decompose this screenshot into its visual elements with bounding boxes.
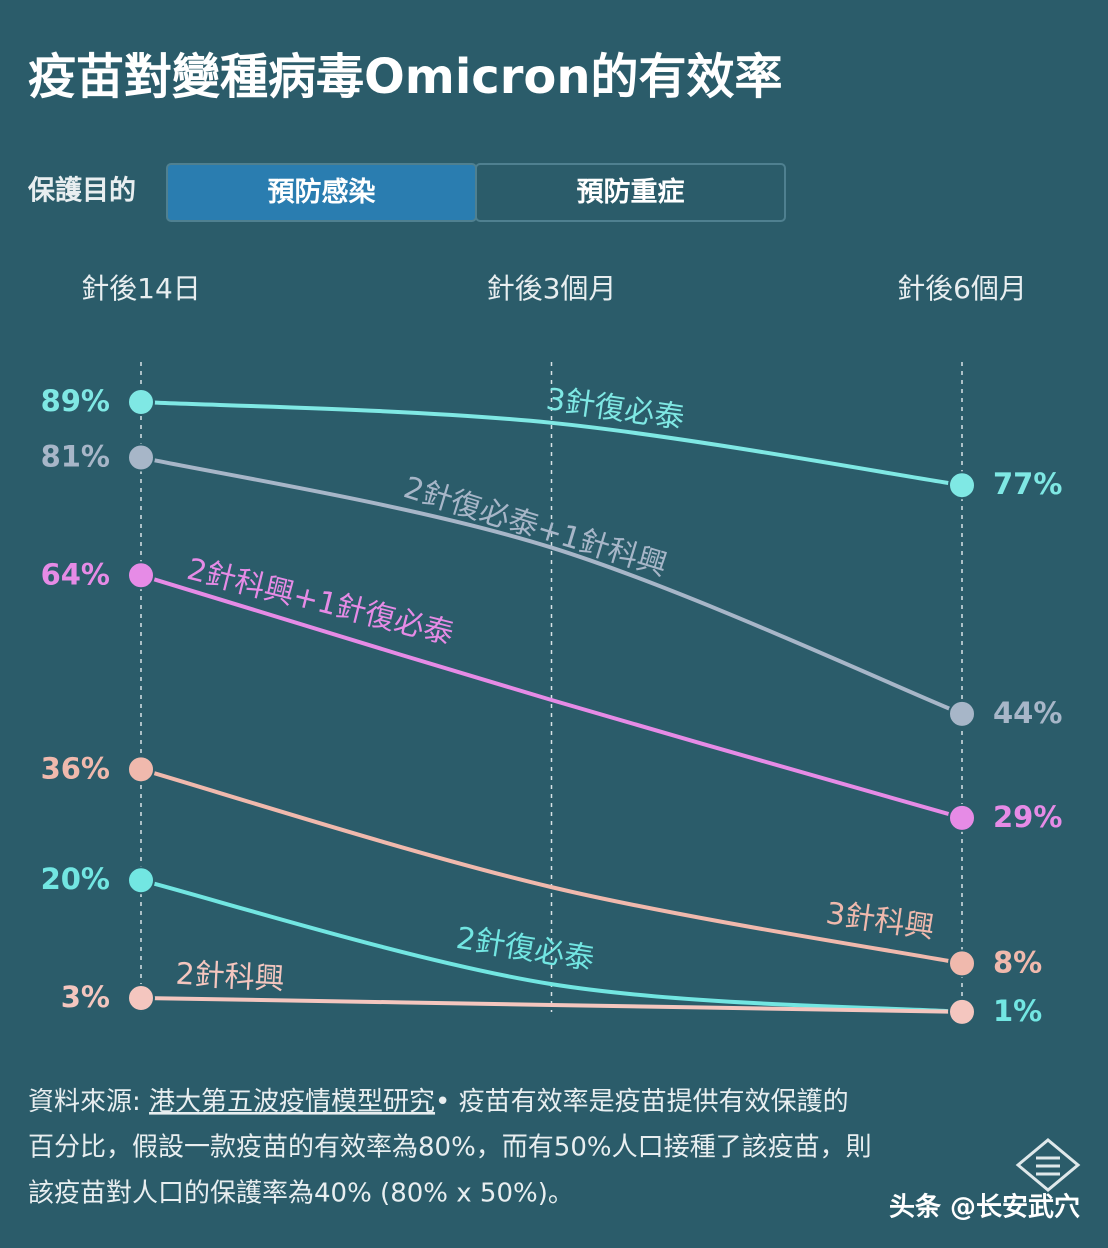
data-label: 8% (993, 945, 1042, 979)
logo-icon (1015, 1138, 1081, 1192)
x-tick-label: 針後3個月 (487, 272, 617, 305)
point (127, 866, 155, 895)
footer-line: 資料來源: 港大第五波疫情模型研究• 疫苗有效率是疫苗提供有效保護的 (28, 1087, 849, 1117)
data-label: 29% (993, 800, 1062, 834)
data-label: 20% (41, 862, 110, 896)
data-label: 81% (41, 439, 110, 473)
point (127, 984, 155, 1013)
footer-text: 該疫苗對人口的保護率為40% (80% x 50%)。 (28, 1179, 574, 1209)
point (127, 561, 155, 590)
data-label: 89% (41, 384, 110, 418)
data-label: 77% (993, 467, 1062, 501)
point (127, 443, 155, 472)
point (948, 949, 976, 978)
point (948, 803, 976, 832)
toggle-option-label[interactable]: 預防感染 (268, 176, 376, 208)
x-tick-label: 針後14日 (81, 272, 201, 305)
point (127, 388, 155, 417)
series-line (140, 573, 963, 820)
data-label: 1% (993, 994, 1042, 1028)
toggle-option-label[interactable]: 預防重症 (577, 177, 685, 208)
footer-text: • 疫苗有效率是疫苗提供有效保護的 (435, 1087, 849, 1117)
series-line (140, 400, 963, 488)
series-line (140, 996, 963, 1014)
data-label: 36% (41, 751, 110, 785)
data-label: 64% (41, 557, 110, 591)
filter-label: 保護目的 (27, 175, 136, 207)
x-tick-label: 針後6個月 (897, 272, 1027, 305)
toggle-option[interactable] (475, 163, 786, 222)
series-label: 2針科興 (175, 957, 286, 998)
data-label: 44% (993, 696, 1062, 730)
watermark: 头条 @长安武穴 (889, 1193, 1080, 1223)
data-label: 3% (61, 980, 110, 1014)
point (948, 471, 976, 500)
footer: 資料來源: 港大第五波疫情模型研究• 疫苗有效率是疫苗提供有效保護的 百分比，假… (28, 1087, 872, 1209)
source-label: 資料來源: (28, 1087, 149, 1117)
footer-text: 百分比，假設一款疫苗的有效率為80%，而有50%人口接種了該疫苗，則 (28, 1133, 872, 1163)
series-line (140, 455, 963, 716)
series-line (140, 767, 963, 966)
series-line (140, 878, 963, 1014)
point (127, 755, 155, 784)
chart-title: 疫苗對變種病毒Omicron的有效率 (28, 49, 783, 105)
source-link[interactable]: 港大第五波疫情模型研究 (149, 1087, 435, 1117)
point (948, 699, 976, 728)
toggle: 預防感染 預防重症 (166, 163, 786, 222)
point (948, 997, 976, 1026)
